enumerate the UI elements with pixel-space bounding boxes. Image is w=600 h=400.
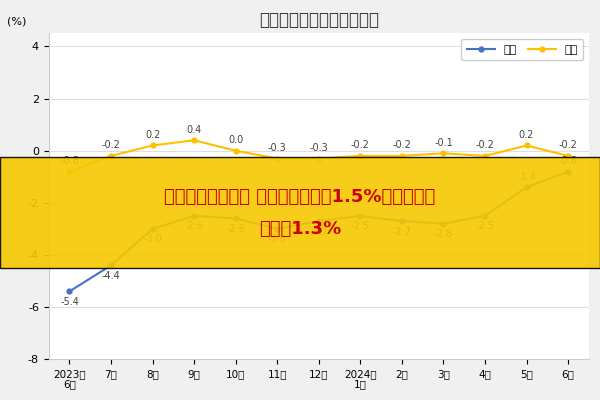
Text: 0.0: 0.0 [228, 135, 244, 145]
Text: -4.4: -4.4 [101, 271, 121, 281]
Text: -2.7: -2.7 [392, 227, 412, 237]
环比 [398, 154, 406, 158]
同比 [398, 219, 406, 224]
Text: 0.2: 0.2 [145, 130, 160, 140]
同比 [232, 216, 239, 221]
Text: -1.4: -1.4 [517, 172, 536, 182]
同比 [149, 226, 156, 231]
环比 [481, 154, 488, 158]
Text: -0.2: -0.2 [392, 140, 412, 150]
Y-axis label: (%): (%) [7, 17, 26, 27]
同比 [357, 214, 364, 218]
Text: -0.8: -0.8 [60, 156, 79, 166]
同比 [315, 219, 322, 224]
Text: -2.5: -2.5 [476, 222, 494, 232]
Text: -5.4: -5.4 [60, 297, 79, 307]
同比 [481, 214, 488, 218]
Text: -0.1: -0.1 [434, 138, 453, 148]
Text: -0.3: -0.3 [310, 143, 328, 153]
Text: -3.0: -3.0 [143, 234, 162, 244]
Text: 大牛股票配资网站 法国股指收跌超1.5%，德国股指: 大牛股票配资网站 法国股指收跌超1.5%，德国股指 [164, 188, 436, 206]
同比 [274, 226, 281, 231]
环比 [357, 154, 364, 158]
Text: -0.2: -0.2 [476, 140, 494, 150]
Text: 0.4: 0.4 [187, 125, 202, 135]
环比 [191, 138, 198, 143]
同比 [523, 185, 530, 190]
Text: -0.8: -0.8 [559, 156, 577, 166]
Legend: 同比, 环比: 同比, 环比 [461, 39, 583, 60]
环比 [274, 156, 281, 161]
Text: 也跌剠1.3%: 也跌剠1.3% [259, 220, 341, 238]
同比 [107, 263, 115, 268]
Title: 工业生产者出厂价格涨跌幅: 工业生产者出厂价格涨跌幅 [259, 11, 379, 29]
环比 [315, 156, 322, 161]
Text: -0.2: -0.2 [101, 140, 121, 150]
环比 [565, 154, 572, 158]
Line: 同比: 同比 [67, 169, 571, 294]
Line: 环比: 环比 [67, 138, 571, 174]
环比 [66, 169, 73, 174]
Text: -2.8: -2.8 [434, 229, 453, 239]
同比 [66, 289, 73, 294]
Text: -2.5: -2.5 [185, 222, 203, 232]
环比 [440, 151, 447, 156]
Text: -2.5: -2.5 [351, 222, 370, 232]
同比 [440, 221, 447, 226]
Text: -2.6: -2.6 [226, 224, 245, 234]
Text: -0.2: -0.2 [559, 140, 578, 150]
Text: -0.2: -0.2 [351, 140, 370, 150]
Text: 0.2: 0.2 [519, 130, 534, 140]
环比 [107, 154, 115, 158]
Text: -0.3: -0.3 [268, 143, 287, 153]
同比 [191, 214, 198, 218]
环比 [149, 143, 156, 148]
同比 [565, 169, 572, 174]
环比 [232, 148, 239, 153]
环比 [523, 143, 530, 148]
Text: -2.7: -2.7 [309, 227, 328, 237]
Text: -3.0: -3.0 [268, 234, 287, 244]
